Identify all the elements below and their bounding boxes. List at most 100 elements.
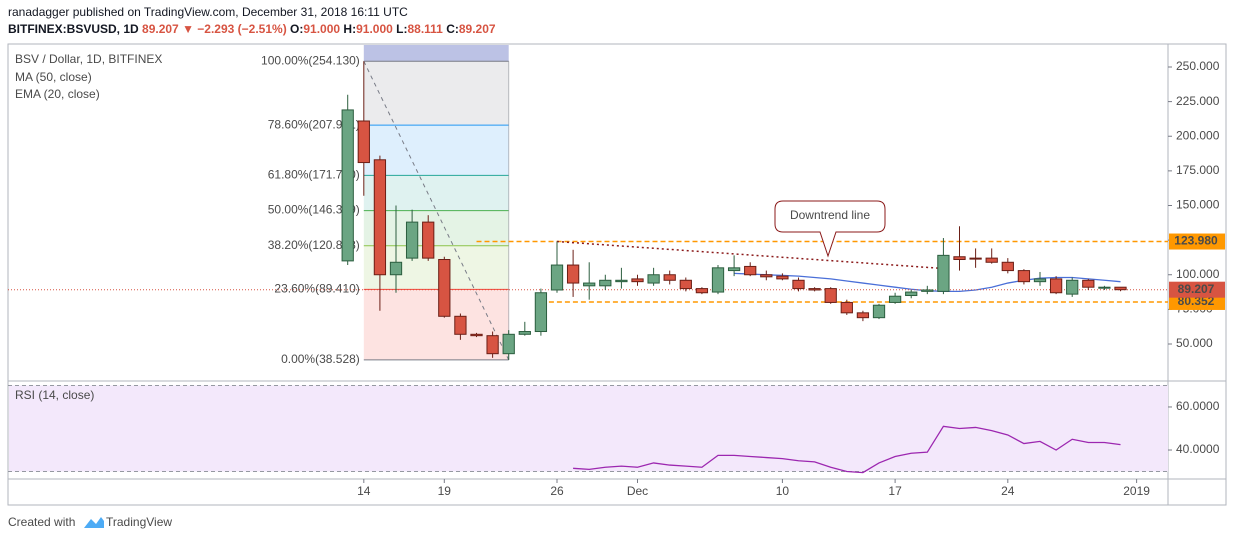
logo[interactable] — [84, 517, 104, 528]
rsi-line — [573, 425, 1121, 474]
ohlc-value: 91.000 — [303, 22, 340, 36]
candle-body — [502, 333, 515, 355]
published: published on TradingView.com, December 3… — [73, 5, 408, 19]
header-line: ranadagger published on TradingView.com,… — [8, 5, 408, 19]
fib-zone — [363, 61, 509, 126]
candle-body — [985, 257, 998, 263]
ohlc-label: O: — [290, 22, 303, 36]
y-tick-label: 225.000 — [1176, 94, 1220, 108]
x-tick-label: 26 — [550, 484, 564, 498]
x-tick-label: 10 — [776, 484, 790, 498]
candle-body — [969, 257, 982, 260]
fib-zone — [363, 125, 509, 176]
rsi-title: RSI (14, close) — [15, 388, 94, 402]
candle-body — [663, 274, 676, 281]
fib-zone — [363, 289, 509, 360]
candle-body — [711, 267, 725, 293]
candle-body — [405, 221, 419, 259]
price-tag — [1169, 233, 1225, 250]
plot: 100.00%(254.130) 78.60%(207.991) 61.80%(17… — [8, 45, 1168, 474]
price-tag-label: 123.980 — [1174, 234, 1218, 248]
candle-body — [647, 274, 660, 284]
candle-body — [1114, 286, 1127, 291]
x-tick-label: 14 — [357, 484, 371, 498]
candle-body — [550, 264, 564, 291]
candle-body — [583, 282, 596, 287]
y-tick-label: 175.000 — [1176, 163, 1220, 177]
candle-body — [808, 288, 821, 291]
x-tick-label: Dec — [627, 484, 648, 498]
callout-box — [774, 200, 886, 258]
quote-line: BITFINEX:BSVUSD, 1D 89.207 ▼ −2.293 (−2.… — [8, 22, 496, 36]
candle-body — [856, 312, 870, 319]
candle-body — [1049, 278, 1063, 294]
candle-body — [470, 333, 483, 337]
indicator-label: EMA (20, close) — [15, 87, 100, 101]
fib-label: 78.60%(207.991) — [268, 117, 360, 131]
candle-body — [341, 109, 354, 262]
range-highlight — [363, 45, 509, 62]
candle-body — [776, 275, 789, 280]
candle-body — [518, 331, 531, 335]
fib-zone — [363, 175, 509, 211]
y-tick-label: 150.000 — [1176, 198, 1220, 212]
rsi-band — [9, 385, 1168, 472]
candle-body — [486, 335, 499, 355]
x-tick-label: 19 — [438, 484, 452, 498]
ohlc-label: L: — [396, 22, 407, 36]
candle-body — [534, 292, 548, 333]
author: ranadagger — [8, 5, 69, 19]
footer-created: Created with — [8, 515, 75, 529]
x-tick-label: 24 — [1001, 484, 1015, 498]
price-tag — [1169, 281, 1225, 298]
candle-body — [615, 279, 628, 283]
ohlc-value: 89.207 — [459, 22, 496, 36]
candle-body — [438, 259, 451, 317]
callout: Downtrend line — [774, 200, 886, 258]
x-tick-label: 2019 — [1123, 484, 1150, 498]
candle-body — [422, 221, 435, 259]
y-tick-label: 250.000 — [1176, 59, 1220, 73]
candle-body — [389, 261, 403, 276]
y-tick-label: 200.000 — [1176, 128, 1220, 142]
ohlc-label: H: — [343, 22, 356, 36]
candle-body — [566, 264, 580, 284]
footer-brand[interactable]: TradingView — [106, 515, 172, 529]
ohlc-value: 88.111 — [407, 22, 443, 36]
candle-body — [1017, 270, 1031, 283]
price-tag-label: 89.207 — [1178, 282, 1215, 296]
price: 89.207 — [142, 22, 179, 36]
fib-label: 50.00%(146.329) — [268, 203, 360, 217]
annotation: Downtrend line — [790, 208, 870, 222]
candle-body — [1001, 261, 1014, 272]
candle-body — [760, 274, 773, 278]
candle-body — [727, 267, 741, 272]
candle-body — [357, 120, 370, 164]
x-tick-label: 17 — [888, 484, 902, 498]
ohlc-label: C: — [446, 22, 459, 36]
candle-body — [953, 256, 966, 261]
candle-body — [792, 279, 805, 290]
fib-label: 0.00%(38.528) — [281, 352, 360, 366]
candle-body — [679, 279, 692, 290]
candle-body — [1082, 279, 1095, 288]
symbol: BITFINEX:BSVUSD, 1D — [8, 22, 139, 36]
candle-body — [1098, 286, 1111, 289]
rsi-tick-label: 60.0000 — [1176, 399, 1220, 413]
candle-body — [888, 295, 902, 303]
candle-body — [921, 289, 934, 292]
candle-body — [631, 278, 644, 283]
change: ▼ −2.293 (−2.51%) — [182, 22, 287, 36]
price-tag — [1169, 293, 1225, 310]
candle-body — [1033, 278, 1047, 283]
candle-body — [744, 265, 757, 276]
chart-title: BSV / Dollar, 1D, BITFINEX — [15, 52, 162, 66]
candle-body — [872, 304, 886, 319]
candle-body — [599, 279, 612, 287]
fib-label: 100.00%(254.130) — [261, 53, 360, 67]
candle-body — [905, 291, 918, 297]
candle-body — [1066, 279, 1079, 295]
fib-zone — [363, 210, 509, 246]
candle-body — [840, 301, 853, 314]
